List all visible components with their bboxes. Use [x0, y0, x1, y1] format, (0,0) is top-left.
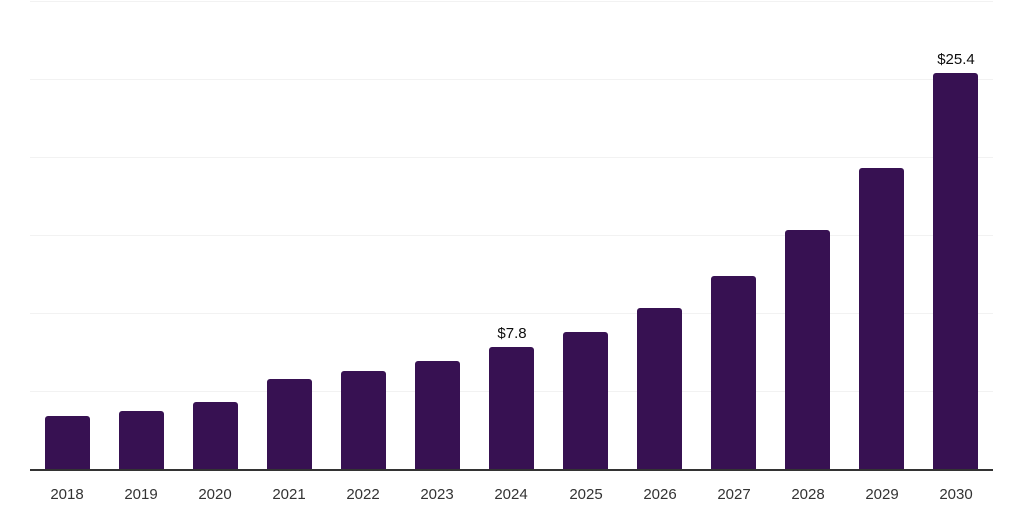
- bar-2026: [637, 308, 682, 469]
- gridline-25: [30, 79, 993, 80]
- bar-2029: [859, 168, 904, 469]
- bar-2028: [785, 230, 830, 469]
- gridline-30: [30, 1, 993, 2]
- x-tick-label-2023: 2023: [420, 486, 454, 503]
- bar-2018: [45, 416, 90, 469]
- bar-2019: [119, 411, 164, 469]
- x-tick-label-2019: 2019: [124, 486, 158, 503]
- x-axis-line: [30, 469, 993, 471]
- x-tick-label-2026: 2026: [643, 486, 677, 503]
- gridline-15: [30, 235, 993, 236]
- bar-2027: [711, 276, 756, 469]
- bar-2022: [341, 371, 386, 469]
- bar-2023: [415, 361, 460, 469]
- bar-2025: [563, 332, 608, 469]
- x-tick-label-2021: 2021: [272, 486, 306, 503]
- x-tick-label-2020: 2020: [198, 486, 232, 503]
- gridline-20: [30, 157, 993, 158]
- gridline-10: [30, 313, 993, 314]
- bar-2021: [267, 379, 312, 469]
- data-label-2030: $25.4: [937, 51, 975, 68]
- bar-2024: [489, 347, 534, 469]
- bar-2030: [933, 73, 978, 469]
- x-tick-label-2029: 2029: [865, 486, 899, 503]
- x-tick-label-2022: 2022: [346, 486, 380, 503]
- x-tick-label-2024: 2024: [494, 486, 528, 503]
- x-tick-label-2025: 2025: [569, 486, 603, 503]
- bar-2020: [193, 402, 238, 469]
- data-label-2024: $7.8: [497, 325, 527, 342]
- x-tick-label-2027: 2027: [717, 486, 751, 503]
- x-tick-label-2018: 2018: [50, 486, 84, 503]
- x-tick-label-2028: 2028: [791, 486, 825, 503]
- x-tick-label-2030: 2030: [939, 486, 973, 503]
